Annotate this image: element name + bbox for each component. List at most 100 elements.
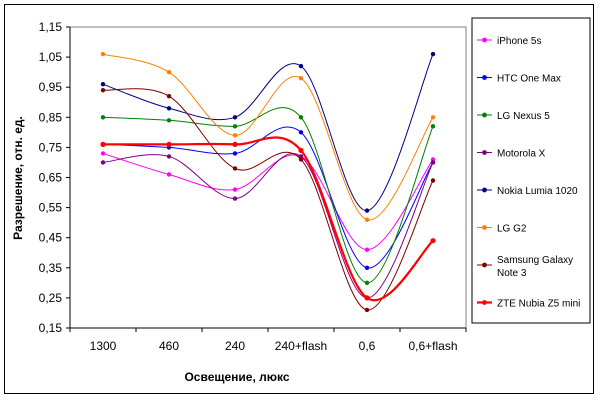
data-point <box>100 160 106 165</box>
data-point <box>298 147 304 154</box>
x-tick-label: 0,6+flash <box>408 339 457 353</box>
series-lg-nexus-5 <box>100 107 436 286</box>
legend-entry: HTC One Max <box>477 74 561 85</box>
legend-marker <box>482 150 487 155</box>
legend-label-line: LG Nexus 5 <box>497 111 550 122</box>
legend-label-line: Note 3 <box>497 268 527 279</box>
series-line <box>102 107 434 284</box>
legend-marker <box>482 112 487 118</box>
series-htc-one-max <box>100 126 436 270</box>
y-tick-label: 0,55 <box>39 201 63 215</box>
legend-entry: LG Nexus 5 <box>477 111 550 122</box>
legend-marker <box>482 37 487 43</box>
series-line <box>102 126 434 269</box>
data-point <box>232 141 238 147</box>
legend-entry: Samsung Galaxy Note 3 <box>477 255 573 279</box>
data-point <box>364 217 370 222</box>
x-tick-label: 460 <box>159 339 179 353</box>
data-point <box>100 88 106 93</box>
legend-entry: Motorola X <box>477 149 546 160</box>
data-point <box>100 81 106 87</box>
data-point <box>232 187 238 192</box>
legend-marker <box>482 187 487 193</box>
legend-label-line: Motorola X <box>497 149 546 160</box>
x-tick-label: 240+flash <box>275 339 327 353</box>
y-tick-label: 1,15 <box>39 20 63 34</box>
series-line <box>102 153 434 299</box>
data-point <box>364 247 370 252</box>
legend-marker <box>482 225 487 230</box>
data-point <box>166 172 172 177</box>
data-point <box>166 106 172 111</box>
y-tick-label: 0,15 <box>39 321 63 335</box>
data-point <box>298 157 304 162</box>
series-layer <box>100 51 436 313</box>
legend-entry: LG G2 <box>477 224 527 235</box>
series-line <box>102 136 434 302</box>
plot-area <box>69 26 467 329</box>
series-lg-g2 <box>100 51 436 222</box>
y-tick-label: 0,35 <box>39 261 63 275</box>
data-point <box>166 94 172 99</box>
legend-label: ZTE Nubia Z5 mini <box>497 299 580 310</box>
series-line <box>102 53 434 221</box>
series-samsung-galaxy-note-3 <box>100 88 436 313</box>
legend-marker <box>482 262 487 268</box>
legend-label: Motorola X <box>497 149 546 160</box>
data-point <box>430 51 436 57</box>
legend-label-line: HTC One Max <box>497 74 561 85</box>
legend-label: LG G2 <box>497 224 527 235</box>
y-tick-label: 1,05 <box>39 50 63 64</box>
legend: iPhone 5s HTC One Max LG Nexus 5 Motorola X… <box>471 17 591 324</box>
y-tick-label: 0,25 <box>39 291 63 305</box>
legend-marker <box>482 75 487 80</box>
data-point <box>100 151 106 156</box>
data-point <box>232 133 238 138</box>
data-point <box>430 160 436 165</box>
x-tick-label: 0,6 <box>359 339 376 353</box>
y-tick-label: 0,75 <box>39 140 63 154</box>
x-tick-label: 240 <box>225 339 245 353</box>
legend-label-line: Nokia Lumia 1020 <box>497 186 578 197</box>
data-point <box>166 69 172 75</box>
data-point <box>166 118 172 123</box>
series-line <box>102 53 434 212</box>
data-point <box>364 295 370 301</box>
legend-label-line: iPhone 5s <box>497 36 541 47</box>
legend-label-line: Samsung Galaxy <box>497 255 573 266</box>
series-nokia-lumia-1020 <box>100 51 436 213</box>
x-axis-ticks: 1300 460 240 240+flash 0,6 0,6+flash <box>69 328 467 353</box>
y-tick-label: 0,45 <box>39 231 63 245</box>
data-point <box>364 208 370 213</box>
data-point <box>232 115 238 120</box>
data-point <box>100 141 106 147</box>
data-point <box>298 154 304 159</box>
y-axis-ticks: 0,15 0,25 0,35 0,45 0,55 0,65 0,75 0,85 0,95 1,05… <box>39 20 467 335</box>
legend-label: Nokia Lumia 1020 <box>497 186 578 197</box>
legend-box <box>471 17 591 324</box>
data-point <box>232 151 238 156</box>
legend-label: HTC One Max <box>497 74 561 85</box>
data-point <box>430 124 436 129</box>
data-point <box>430 238 436 244</box>
data-point <box>166 141 172 147</box>
data-point <box>430 178 436 183</box>
legend-entry: ZTE Nubia Z5 mini <box>477 299 580 310</box>
data-point <box>232 166 238 171</box>
data-point <box>364 265 370 270</box>
legend-label: Samsung Galaxy Note 3 <box>497 255 573 279</box>
data-point <box>100 51 106 57</box>
legend-entry: Nokia Lumia 1020 <box>477 186 578 197</box>
data-point <box>298 75 304 81</box>
legend-marker <box>482 300 487 305</box>
y-tick-label: 0,85 <box>39 110 63 124</box>
data-point <box>430 115 436 120</box>
x-tick-label: 1300 <box>90 339 117 353</box>
data-point <box>232 124 238 129</box>
data-point <box>232 196 238 201</box>
legend-label-line: LG G2 <box>497 224 527 235</box>
data-point <box>364 307 370 313</box>
data-point <box>298 130 304 135</box>
data-point <box>100 115 106 120</box>
